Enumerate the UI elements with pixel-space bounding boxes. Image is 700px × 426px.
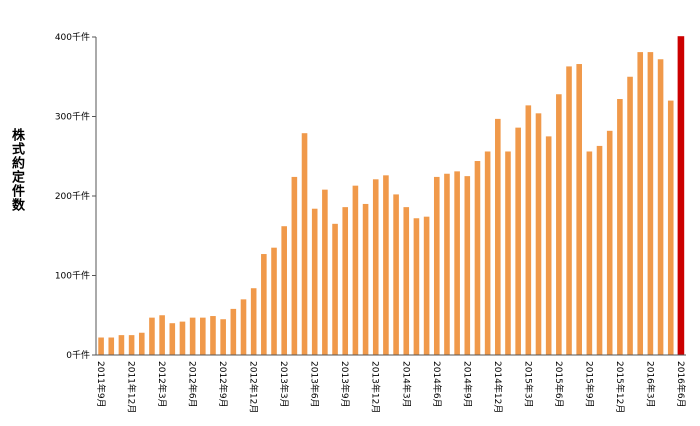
bar bbox=[138, 332, 145, 355]
x-tick-label: 2015年12月 bbox=[614, 361, 626, 413]
bar bbox=[403, 207, 410, 355]
x-tick-label: 2014年6月 bbox=[431, 361, 443, 408]
bar bbox=[433, 176, 440, 355]
x-tick-label: 2012年3月 bbox=[156, 361, 168, 408]
bar bbox=[617, 99, 623, 355]
bar bbox=[484, 151, 491, 355]
bar bbox=[220, 319, 226, 355]
x-tick-label: 2015年3月 bbox=[522, 361, 534, 408]
x-tick-label: 2014年12月 bbox=[492, 361, 504, 413]
x-tick-label: 2013年3月 bbox=[278, 361, 290, 408]
y-tick-label: 100千件 bbox=[55, 270, 90, 282]
bar bbox=[566, 66, 572, 355]
bar bbox=[281, 226, 287, 355]
x-tick-label: 2014年9月 bbox=[461, 361, 473, 408]
bar bbox=[169, 323, 176, 355]
y-tick-label: 300千件 bbox=[55, 111, 90, 123]
bar bbox=[515, 127, 521, 355]
bar bbox=[230, 308, 237, 355]
y-tick-label: 400千件 bbox=[55, 31, 90, 43]
bar bbox=[98, 337, 104, 355]
bar bbox=[464, 176, 471, 355]
bar bbox=[545, 136, 552, 355]
bar bbox=[627, 76, 633, 355]
bar bbox=[444, 173, 450, 355]
x-tick-label: 2012年6月 bbox=[187, 361, 199, 408]
y-axis: 0千件 100千件 200千件 300千件 400千件 bbox=[55, 31, 97, 361]
x-tick-label: 2011年12月 bbox=[126, 361, 138, 413]
x-axis: 2011年9月 2011年12月 2012年3月 2012年6月 2012年9月 2012… bbox=[95, 354, 687, 413]
x-tick-label: 2015年6月 bbox=[553, 361, 565, 408]
bar bbox=[556, 94, 562, 356]
bar bbox=[189, 317, 196, 355]
bar bbox=[383, 175, 389, 355]
bar bbox=[250, 288, 257, 355]
y-tick-label: 200千件 bbox=[55, 190, 90, 202]
bar bbox=[179, 321, 186, 355]
bar bbox=[301, 133, 308, 355]
x-tick-label: 2011年9月 bbox=[95, 361, 107, 408]
x-tick-label: 2016年6月 bbox=[675, 361, 687, 408]
bar bbox=[637, 52, 644, 355]
bar bbox=[362, 203, 369, 355]
bar bbox=[149, 317, 155, 355]
bar bbox=[667, 100, 674, 355]
bar bbox=[495, 118, 501, 355]
x-tick-label: 2012年12月 bbox=[248, 361, 260, 413]
bar bbox=[393, 194, 399, 355]
bar bbox=[454, 171, 460, 355]
bar bbox=[413, 218, 420, 355]
bar bbox=[525, 105, 532, 356]
bar bbox=[576, 64, 582, 355]
bar bbox=[586, 151, 593, 355]
y-tick-label: 0千件 bbox=[66, 349, 90, 361]
y-axis-label: 株式約定件数 bbox=[9, 128, 24, 212]
bar bbox=[200, 317, 206, 355]
bar bbox=[311, 208, 318, 355]
bar bbox=[505, 151, 511, 355]
bar bbox=[596, 145, 603, 355]
bar bbox=[535, 113, 542, 355]
bar bbox=[322, 189, 328, 355]
x-tick-label: 2015年9月 bbox=[583, 361, 595, 408]
bar bbox=[118, 335, 125, 355]
bar bbox=[657, 59, 664, 355]
x-tick-label: 2013年6月 bbox=[309, 361, 321, 408]
bar bbox=[342, 207, 349, 355]
bar bbox=[271, 247, 277, 355]
bar bbox=[261, 254, 267, 355]
bar bbox=[606, 130, 613, 355]
bar bbox=[108, 337, 115, 355]
bars bbox=[98, 36, 685, 356]
bar bbox=[647, 52, 654, 355]
bar bbox=[677, 36, 685, 355]
bar bbox=[291, 176, 298, 355]
bar bbox=[210, 316, 216, 355]
bar bbox=[128, 335, 135, 355]
x-tick-label: 2014年3月 bbox=[400, 361, 412, 408]
bar bbox=[240, 299, 247, 355]
bar bbox=[474, 161, 481, 355]
x-tick-label: 2013年9月 bbox=[339, 361, 351, 408]
x-tick-label: 2013年12月 bbox=[370, 361, 382, 413]
bar bbox=[352, 185, 359, 355]
bar bbox=[423, 216, 430, 355]
bar bbox=[159, 315, 165, 355]
x-tick-label: 2016年3月 bbox=[644, 361, 656, 408]
bar bbox=[372, 179, 379, 355]
x-tick-label: 2012年9月 bbox=[217, 361, 229, 408]
bar bbox=[332, 223, 338, 355]
